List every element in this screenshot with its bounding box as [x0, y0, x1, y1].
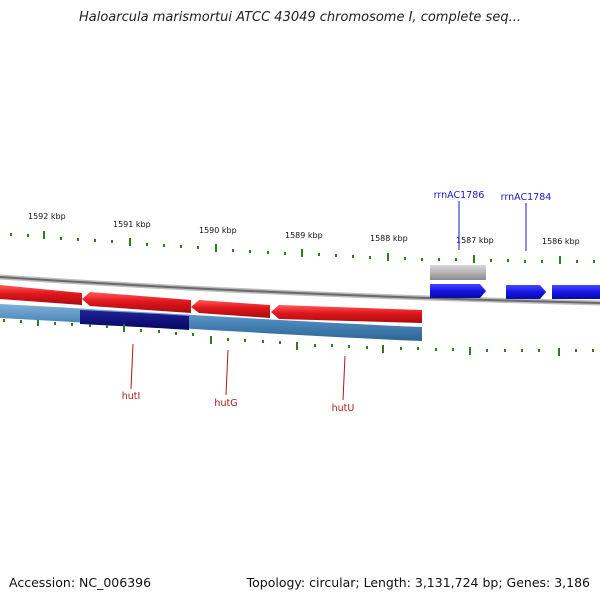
ruler-label: 1587 kbp — [456, 236, 494, 245]
topology-text: Topology: circular; Length: 3,131,724 bp… — [246, 575, 590, 590]
forward-strand-features — [430, 265, 600, 299]
ruler-label: 1590 kbp — [199, 226, 237, 235]
forward-cds[interactable] — [506, 285, 546, 299]
reverse-cds-hutU[interactable] — [271, 305, 422, 323]
forward-cds[interactable] — [552, 285, 600, 299]
reverse-cds-left[interactable] — [0, 285, 82, 305]
forward-gene-rrnAC1786[interactable] — [430, 265, 486, 280]
reverse-cds-hutG[interactable] — [191, 300, 270, 318]
gene-label-hutU[interactable]: hutU — [332, 403, 355, 414]
accession-text: Accession: NC_006396 — [9, 575, 152, 590]
sequence-backbone-line — [0, 276, 600, 304]
gene-leader-line — [342, 355, 346, 401]
forward-gene-labels: rrnAC1786 rrnAC1784 — [434, 190, 552, 251]
gene-label-rrnAC1784[interactable]: rrnAC1784 — [501, 192, 552, 203]
ruler-labels: 1592 kbp 1591 kbp 1590 kbp 1589 kbp 1588… — [28, 212, 580, 246]
ruler-label: 1591 kbp — [113, 220, 151, 229]
reverse-strand-features — [0, 285, 422, 323]
reverse-gene-highlight[interactable] — [80, 310, 189, 330]
forward-cds[interactable] — [430, 284, 486, 298]
gene-leader-line — [130, 343, 134, 390]
gene-label-hutI[interactable]: hutI — [122, 391, 141, 402]
gene-label-rrnAC1786[interactable]: rrnAC1786 — [434, 190, 485, 201]
ruler-label: 1589 kbp — [285, 231, 323, 240]
gene-label-hutG[interactable]: hutG — [214, 398, 237, 409]
ruler-ticks-top — [10, 231, 595, 264]
reverse-gene-labels: hutI hutG hutU — [122, 343, 355, 414]
gene-leader-line — [225, 349, 229, 396]
ruler-label: 1592 kbp — [28, 212, 66, 221]
reverse-cds-hutI[interactable] — [82, 292, 191, 313]
sequence-title: Haloarcula marismortui ATCC 43049 chromo… — [79, 10, 521, 25]
ruler-label: 1586 kbp — [542, 237, 580, 246]
ruler-label: 1588 kbp — [370, 234, 408, 243]
ruler-ticks-bottom — [3, 319, 594, 356]
